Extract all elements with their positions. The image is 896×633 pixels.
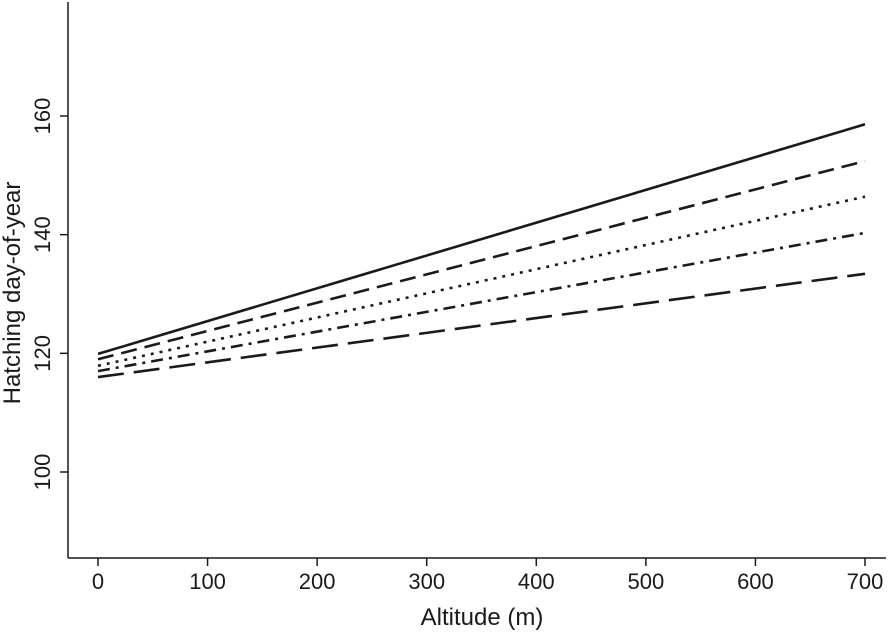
x-tick-label: 600 xyxy=(737,569,774,594)
y-axis-ticks: 100 120 140 160 xyxy=(30,98,68,491)
x-tick-label: 700 xyxy=(847,569,884,594)
y-tick-label: 140 xyxy=(30,216,55,253)
series-line-4 xyxy=(97,231,866,373)
x-tick-label: 0 xyxy=(92,569,104,594)
y-tick-label: 100 xyxy=(30,454,55,491)
series-line-2 xyxy=(97,159,866,361)
x-tick-label: 100 xyxy=(189,569,226,594)
x-tick-label: 400 xyxy=(518,569,555,594)
x-tick-label: 300 xyxy=(408,569,445,594)
x-axis-ticks: 0 100 200 300 400 500 600 700 xyxy=(92,558,883,594)
series-line-5 xyxy=(97,272,866,379)
y-tick-label: 160 xyxy=(30,98,55,135)
series-line-3 xyxy=(97,195,866,368)
x-tick-label: 500 xyxy=(627,569,664,594)
x-axis-title: Altitude (m) xyxy=(421,604,544,631)
x-tick-label: 200 xyxy=(299,569,336,594)
y-tick-label: 120 xyxy=(30,335,55,372)
series-line-1 xyxy=(97,123,866,356)
series-lines xyxy=(97,123,866,379)
y-axis-title: Hatching day-of-year xyxy=(0,182,26,405)
